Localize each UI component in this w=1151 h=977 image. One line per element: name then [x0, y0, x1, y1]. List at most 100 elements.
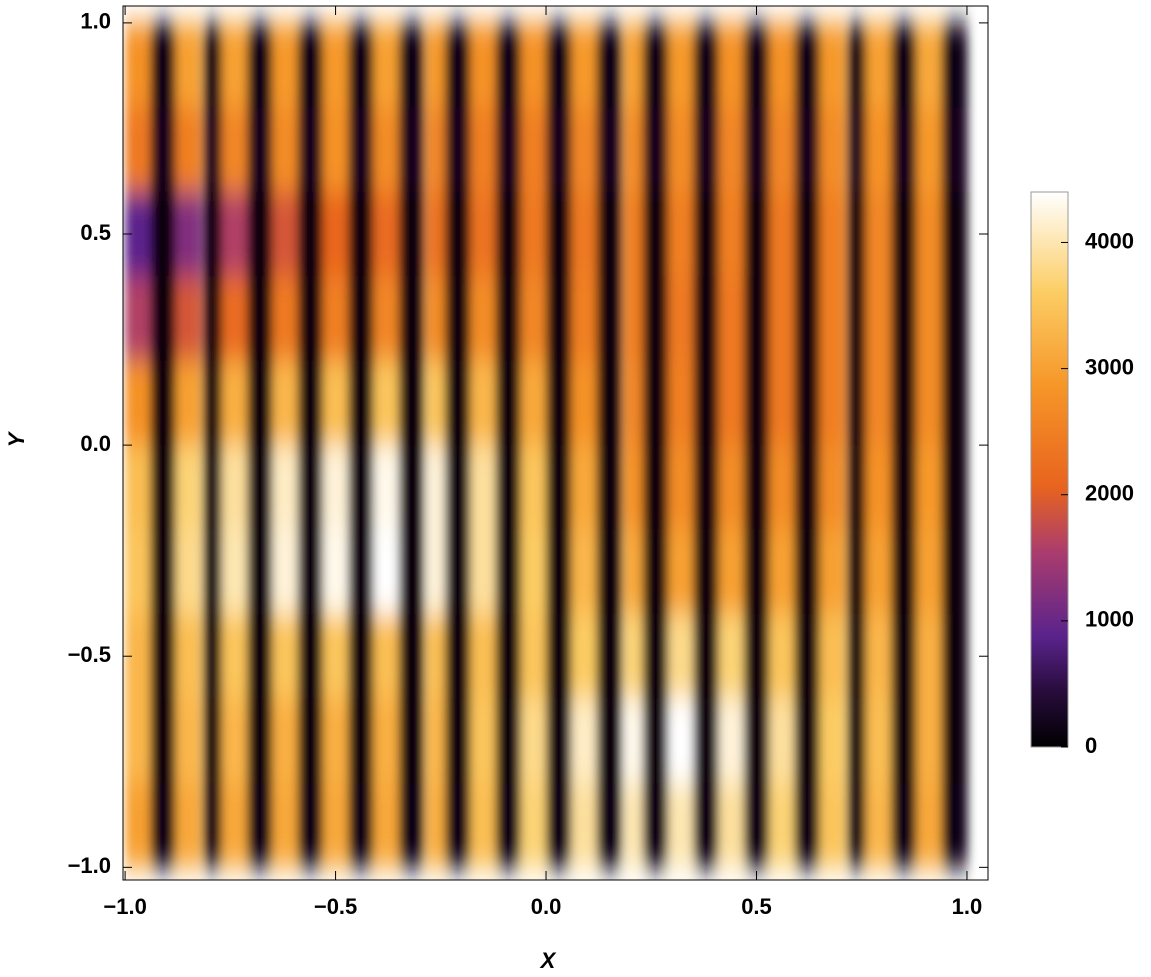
heatmap-cell [941, 360, 968, 446]
heatmap-cell [941, 782, 968, 868]
heatmap-cell [865, 22, 892, 108]
heatmap-cell [373, 614, 400, 699]
heatmap-cell [247, 22, 273, 108]
heatmap-cell [221, 698, 248, 784]
heatmap-cell [718, 22, 745, 108]
heatmap-cell [819, 614, 846, 699]
heatmap-cell [150, 360, 177, 446]
heatmap-cell [623, 614, 646, 699]
heatmap-cell [426, 360, 448, 446]
heatmap-cell [596, 445, 623, 531]
heatmap-cell [202, 698, 225, 784]
heatmap-cell [125, 445, 151, 531]
heatmap-cell [865, 360, 892, 446]
heatmap-cell [445, 276, 471, 362]
heatmap-cell [693, 529, 720, 615]
heatmap-cell [718, 107, 745, 193]
heatmap-cell [596, 107, 623, 193]
heatmap-cell [445, 698, 471, 784]
heatmap-area [125, 22, 968, 868]
heatmap-cell [642, 276, 669, 362]
heatmap-cell [794, 276, 821, 362]
heatmap-cell [769, 360, 795, 446]
heatmap-cell [546, 614, 572, 699]
heatmap-cell [743, 276, 770, 362]
heatmap-cell [623, 782, 646, 868]
heatmap-cell [794, 360, 821, 446]
heatmap-cell [846, 360, 869, 446]
heatmap-cell [846, 529, 869, 615]
heatmap-cell [571, 445, 598, 531]
colorbar-tick-label: 2000 [1085, 481, 1134, 506]
heatmap-cell [623, 191, 646, 277]
heatmap-cell [520, 360, 547, 446]
heatmap-cell [150, 22, 177, 108]
heatmap-cell [668, 191, 694, 277]
heatmap-cell [221, 529, 248, 615]
colorbar-tick-label: 4000 [1085, 228, 1134, 253]
heatmap-cell [546, 529, 572, 615]
heatmap-cell [642, 614, 669, 699]
heatmap-cell [596, 22, 623, 108]
heatmap-cell [297, 782, 324, 868]
heatmap-cell [819, 107, 846, 193]
heatmap-cell [846, 614, 869, 699]
heatmap-cell [175, 191, 202, 277]
heatmap-cell [794, 22, 821, 108]
x-axis-label: X [539, 948, 557, 973]
heatmap-cell [642, 698, 669, 784]
heatmap-cell [743, 529, 770, 615]
heatmap-cell [125, 276, 151, 362]
heatmap-cell [546, 445, 572, 531]
x-tick-label: 0.5 [741, 894, 772, 919]
heatmap-cell [642, 107, 669, 193]
colorbar-tick-label: 1000 [1085, 607, 1134, 632]
heatmap-cell [398, 698, 425, 784]
heatmap-cell [718, 782, 745, 868]
heatmap-cell [596, 614, 623, 699]
heatmap-cell [495, 22, 522, 108]
y-tick-label: −1.0 [68, 853, 111, 878]
heatmap-cell [596, 191, 623, 277]
heatmap-cell [642, 445, 669, 531]
heatmap-cell [221, 191, 248, 277]
x-tick-label: −0.5 [314, 894, 357, 919]
heatmap-cell [846, 782, 869, 868]
heatmap-cell [865, 276, 892, 362]
heatmap-cell [202, 276, 225, 362]
heatmap-cell [520, 22, 547, 108]
heatmap-cell [891, 107, 917, 193]
heatmap-cell [247, 782, 273, 868]
heatmap-cell [247, 276, 273, 362]
heatmap-cell [819, 782, 846, 868]
heatmap-cell [623, 107, 646, 193]
heatmap-cell [865, 191, 892, 277]
heatmap-cell [693, 698, 720, 784]
heatmap-cell [202, 191, 225, 277]
heatmap-cell [891, 360, 917, 446]
heatmap-cell [941, 276, 968, 362]
heatmap-cell [221, 276, 248, 362]
heatmap-cell [546, 22, 572, 108]
heatmap-cell [373, 782, 400, 868]
heatmap-cell [668, 107, 694, 193]
heatmap-cell [819, 445, 846, 531]
heatmap-cell [373, 191, 400, 277]
heatmap-cell [794, 191, 821, 277]
heatmap-cell [247, 698, 273, 784]
heatmap-cell [348, 107, 374, 193]
heatmap-cell [718, 191, 745, 277]
heatmap-cell [769, 276, 795, 362]
heatmap-cell [718, 276, 745, 362]
heatmap-cell [743, 107, 770, 193]
heatmap-cell [348, 22, 374, 108]
heatmap-cell [495, 698, 522, 784]
heatmap-cell [272, 445, 299, 531]
x-tick-label: 1.0 [952, 894, 983, 919]
heatmap-cell [470, 614, 497, 699]
heatmap-cell [470, 782, 497, 868]
heatmap-cell [916, 445, 943, 531]
heatmap-cell [247, 614, 273, 699]
heatmap-cell [769, 191, 795, 277]
